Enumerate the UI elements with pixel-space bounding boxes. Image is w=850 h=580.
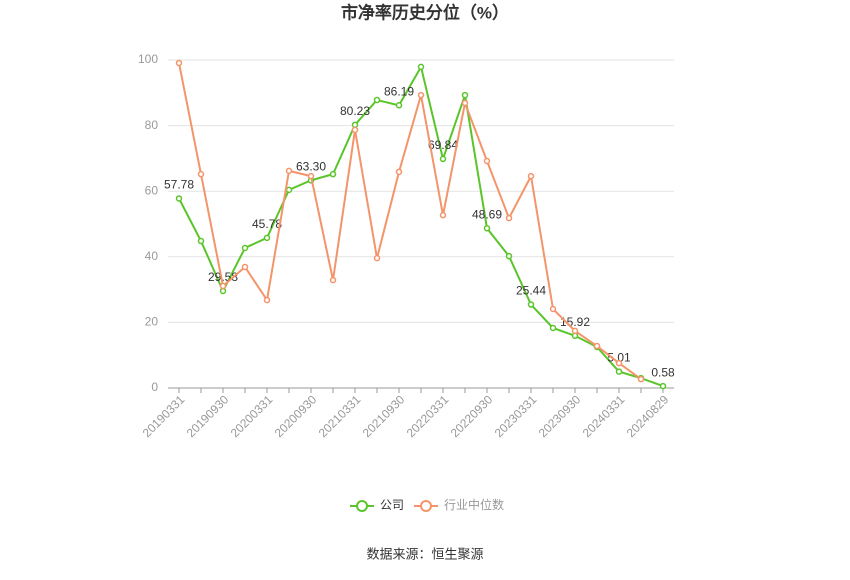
- value-label: 57.78: [164, 178, 194, 192]
- y-tick-label: 0: [151, 380, 158, 394]
- x-tick-label: 20240829: [624, 392, 672, 440]
- x-tick-label: 20220930: [448, 392, 496, 440]
- point: [329, 276, 337, 284]
- point: [263, 234, 271, 242]
- y-tick-label: 60: [145, 183, 159, 197]
- point: [483, 225, 491, 232]
- x-tick-label: 20190331: [140, 392, 188, 440]
- x-tick-label: 20200331: [228, 392, 276, 440]
- series-line: [178, 62, 642, 380]
- point: [285, 186, 293, 194]
- y-tick-label: 20: [145, 315, 159, 329]
- x-tick-label: 20230930: [536, 392, 584, 440]
- value-label: 0.58: [651, 365, 675, 379]
- value-label: 5.01: [607, 351, 631, 365]
- point: [307, 172, 315, 180]
- legend-label: 行业中位数: [444, 497, 504, 512]
- legend-label: 公司: [380, 498, 404, 512]
- x-tick-label: 20210930: [360, 392, 408, 440]
- point: [241, 263, 249, 271]
- y-tick-label: 100: [138, 52, 158, 66]
- value-label: 29.58: [208, 270, 238, 284]
- point: [549, 305, 557, 313]
- value-label: 25.44: [516, 284, 546, 298]
- point: [395, 102, 403, 109]
- y-tick-label: 40: [145, 249, 159, 263]
- x-tick-label: 20230331: [492, 392, 540, 440]
- point: [197, 237, 205, 245]
- point: [219, 282, 227, 290]
- value-label: 15.92: [560, 315, 590, 329]
- legend-marker: [356, 500, 368, 512]
- point: [373, 254, 381, 262]
- point: [417, 91, 425, 99]
- point: [505, 214, 513, 222]
- chart-title: 市净率历史分位（%）: [341, 2, 509, 22]
- point: [351, 121, 359, 129]
- point: [527, 301, 535, 308]
- value-label: 45.78: [252, 217, 282, 231]
- point: [175, 59, 183, 67]
- point: [175, 195, 183, 202]
- point: [549, 324, 557, 332]
- value-label: 80.23: [340, 104, 370, 118]
- value-label: 48.69: [472, 207, 502, 221]
- point: [263, 296, 271, 304]
- point: [483, 157, 491, 165]
- point: [197, 170, 205, 178]
- point: [461, 99, 469, 107]
- point: [571, 327, 579, 335]
- y-tick-label: 80: [145, 118, 159, 132]
- point: [373, 96, 381, 104]
- value-label: 69.84: [428, 138, 458, 152]
- point: [241, 244, 249, 252]
- point: [659, 382, 667, 390]
- point: [439, 155, 447, 163]
- point: [615, 368, 623, 375]
- point: [351, 126, 359, 134]
- x-tick-label: 20190930: [184, 392, 232, 440]
- point: [593, 342, 601, 350]
- point: [527, 172, 535, 180]
- x-tick-label: 20200930: [272, 392, 320, 440]
- point: [637, 375, 645, 383]
- x-tick-label: 20240331: [580, 392, 628, 440]
- x-tick-label: 20220331: [404, 392, 452, 440]
- point: [461, 91, 469, 99]
- point: [439, 211, 447, 219]
- point: [329, 170, 337, 178]
- value-label: 63.30: [296, 160, 326, 174]
- point: [505, 252, 513, 260]
- value-label: 86.19: [384, 84, 414, 98]
- legend-marker: [420, 500, 432, 512]
- source: 数据来源：恒生聚源: [366, 546, 483, 561]
- point: [395, 168, 403, 176]
- point: [615, 359, 623, 367]
- x-tick-label: 20210331: [316, 392, 364, 440]
- point: [285, 167, 293, 175]
- point: [417, 63, 425, 71]
